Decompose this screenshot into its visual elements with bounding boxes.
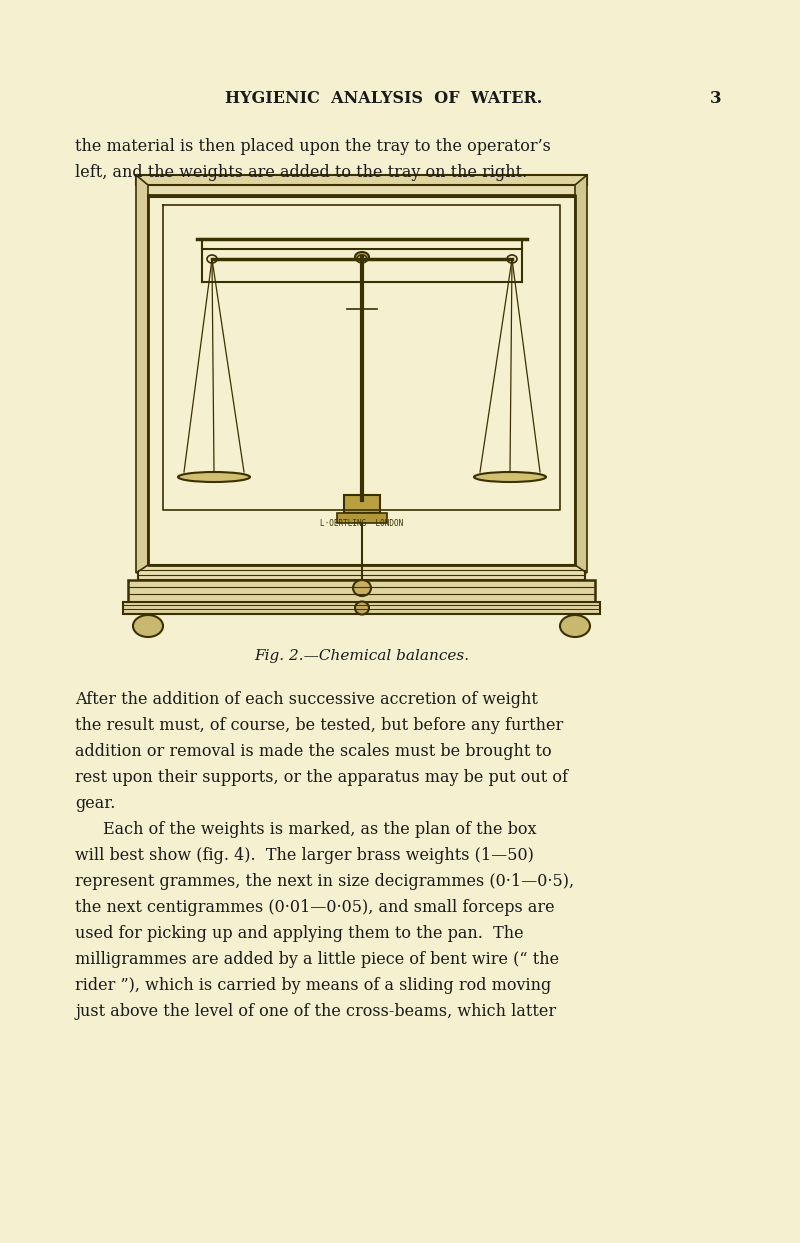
- Text: rest upon their supports, or the apparatus may be put out of: rest upon their supports, or the apparat…: [75, 769, 568, 786]
- Text: After the addition of each successive accretion of weight: After the addition of each successive ac…: [75, 691, 538, 709]
- Ellipse shape: [357, 255, 367, 264]
- Text: Each of the weights is marked, as the plan of the box: Each of the weights is marked, as the pl…: [103, 820, 537, 838]
- Ellipse shape: [133, 615, 163, 636]
- Text: just above the level of one of the cross-beams, which latter: just above the level of one of the cross…: [75, 1003, 556, 1021]
- Ellipse shape: [560, 615, 590, 636]
- Bar: [344, 495, 380, 513]
- Bar: [337, 513, 387, 523]
- Ellipse shape: [353, 580, 371, 595]
- Text: L·OERTLING  LONDON: L·OERTLING LONDON: [320, 518, 404, 527]
- Bar: [136, 175, 587, 185]
- Text: the material is then placed upon the tray to the operator’s: the material is then placed upon the tra…: [75, 138, 551, 155]
- Ellipse shape: [474, 472, 546, 482]
- Text: gear.: gear.: [75, 796, 115, 812]
- Bar: [123, 602, 600, 614]
- Ellipse shape: [355, 602, 369, 614]
- Text: represent grammes, the next in size decigrammes (0·1—0·5),: represent grammes, the next in size deci…: [75, 873, 574, 890]
- Text: the result must, of course, be tested, but before any further: the result must, of course, be tested, b…: [75, 717, 563, 735]
- Ellipse shape: [355, 252, 369, 262]
- Text: used for picking up and applying them to the pan.  The: used for picking up and applying them to…: [75, 925, 524, 942]
- Bar: [128, 580, 595, 602]
- Bar: [138, 566, 585, 580]
- Polygon shape: [136, 175, 148, 573]
- Ellipse shape: [178, 472, 250, 482]
- Text: HYGIENIC  ANALYSIS  OF  WATER.: HYGIENIC ANALYSIS OF WATER.: [225, 89, 542, 107]
- Text: addition or removal is made the scales must be brought to: addition or removal is made the scales m…: [75, 743, 552, 759]
- Text: will best show (fig. 4).  The larger brass weights (1—50): will best show (fig. 4). The larger bras…: [75, 846, 534, 864]
- Text: rider ”), which is carried by means of a sliding rod moving: rider ”), which is carried by means of a…: [75, 977, 551, 994]
- Polygon shape: [575, 175, 587, 573]
- Text: Fig. 2.—Chemical balances.: Fig. 2.—Chemical balances.: [254, 649, 470, 663]
- Ellipse shape: [207, 255, 217, 264]
- Text: left, and the weights are added to the tray on the right.: left, and the weights are added to the t…: [75, 164, 527, 181]
- Text: milligrammes are added by a little piece of bent wire (“ the: milligrammes are added by a little piece…: [75, 951, 559, 968]
- Text: 3: 3: [710, 89, 722, 107]
- Ellipse shape: [507, 255, 517, 264]
- Bar: [143, 183, 580, 196]
- Text: the next centigrammes (0·01—0·05), and small forceps are: the next centigrammes (0·01—0·05), and s…: [75, 899, 554, 916]
